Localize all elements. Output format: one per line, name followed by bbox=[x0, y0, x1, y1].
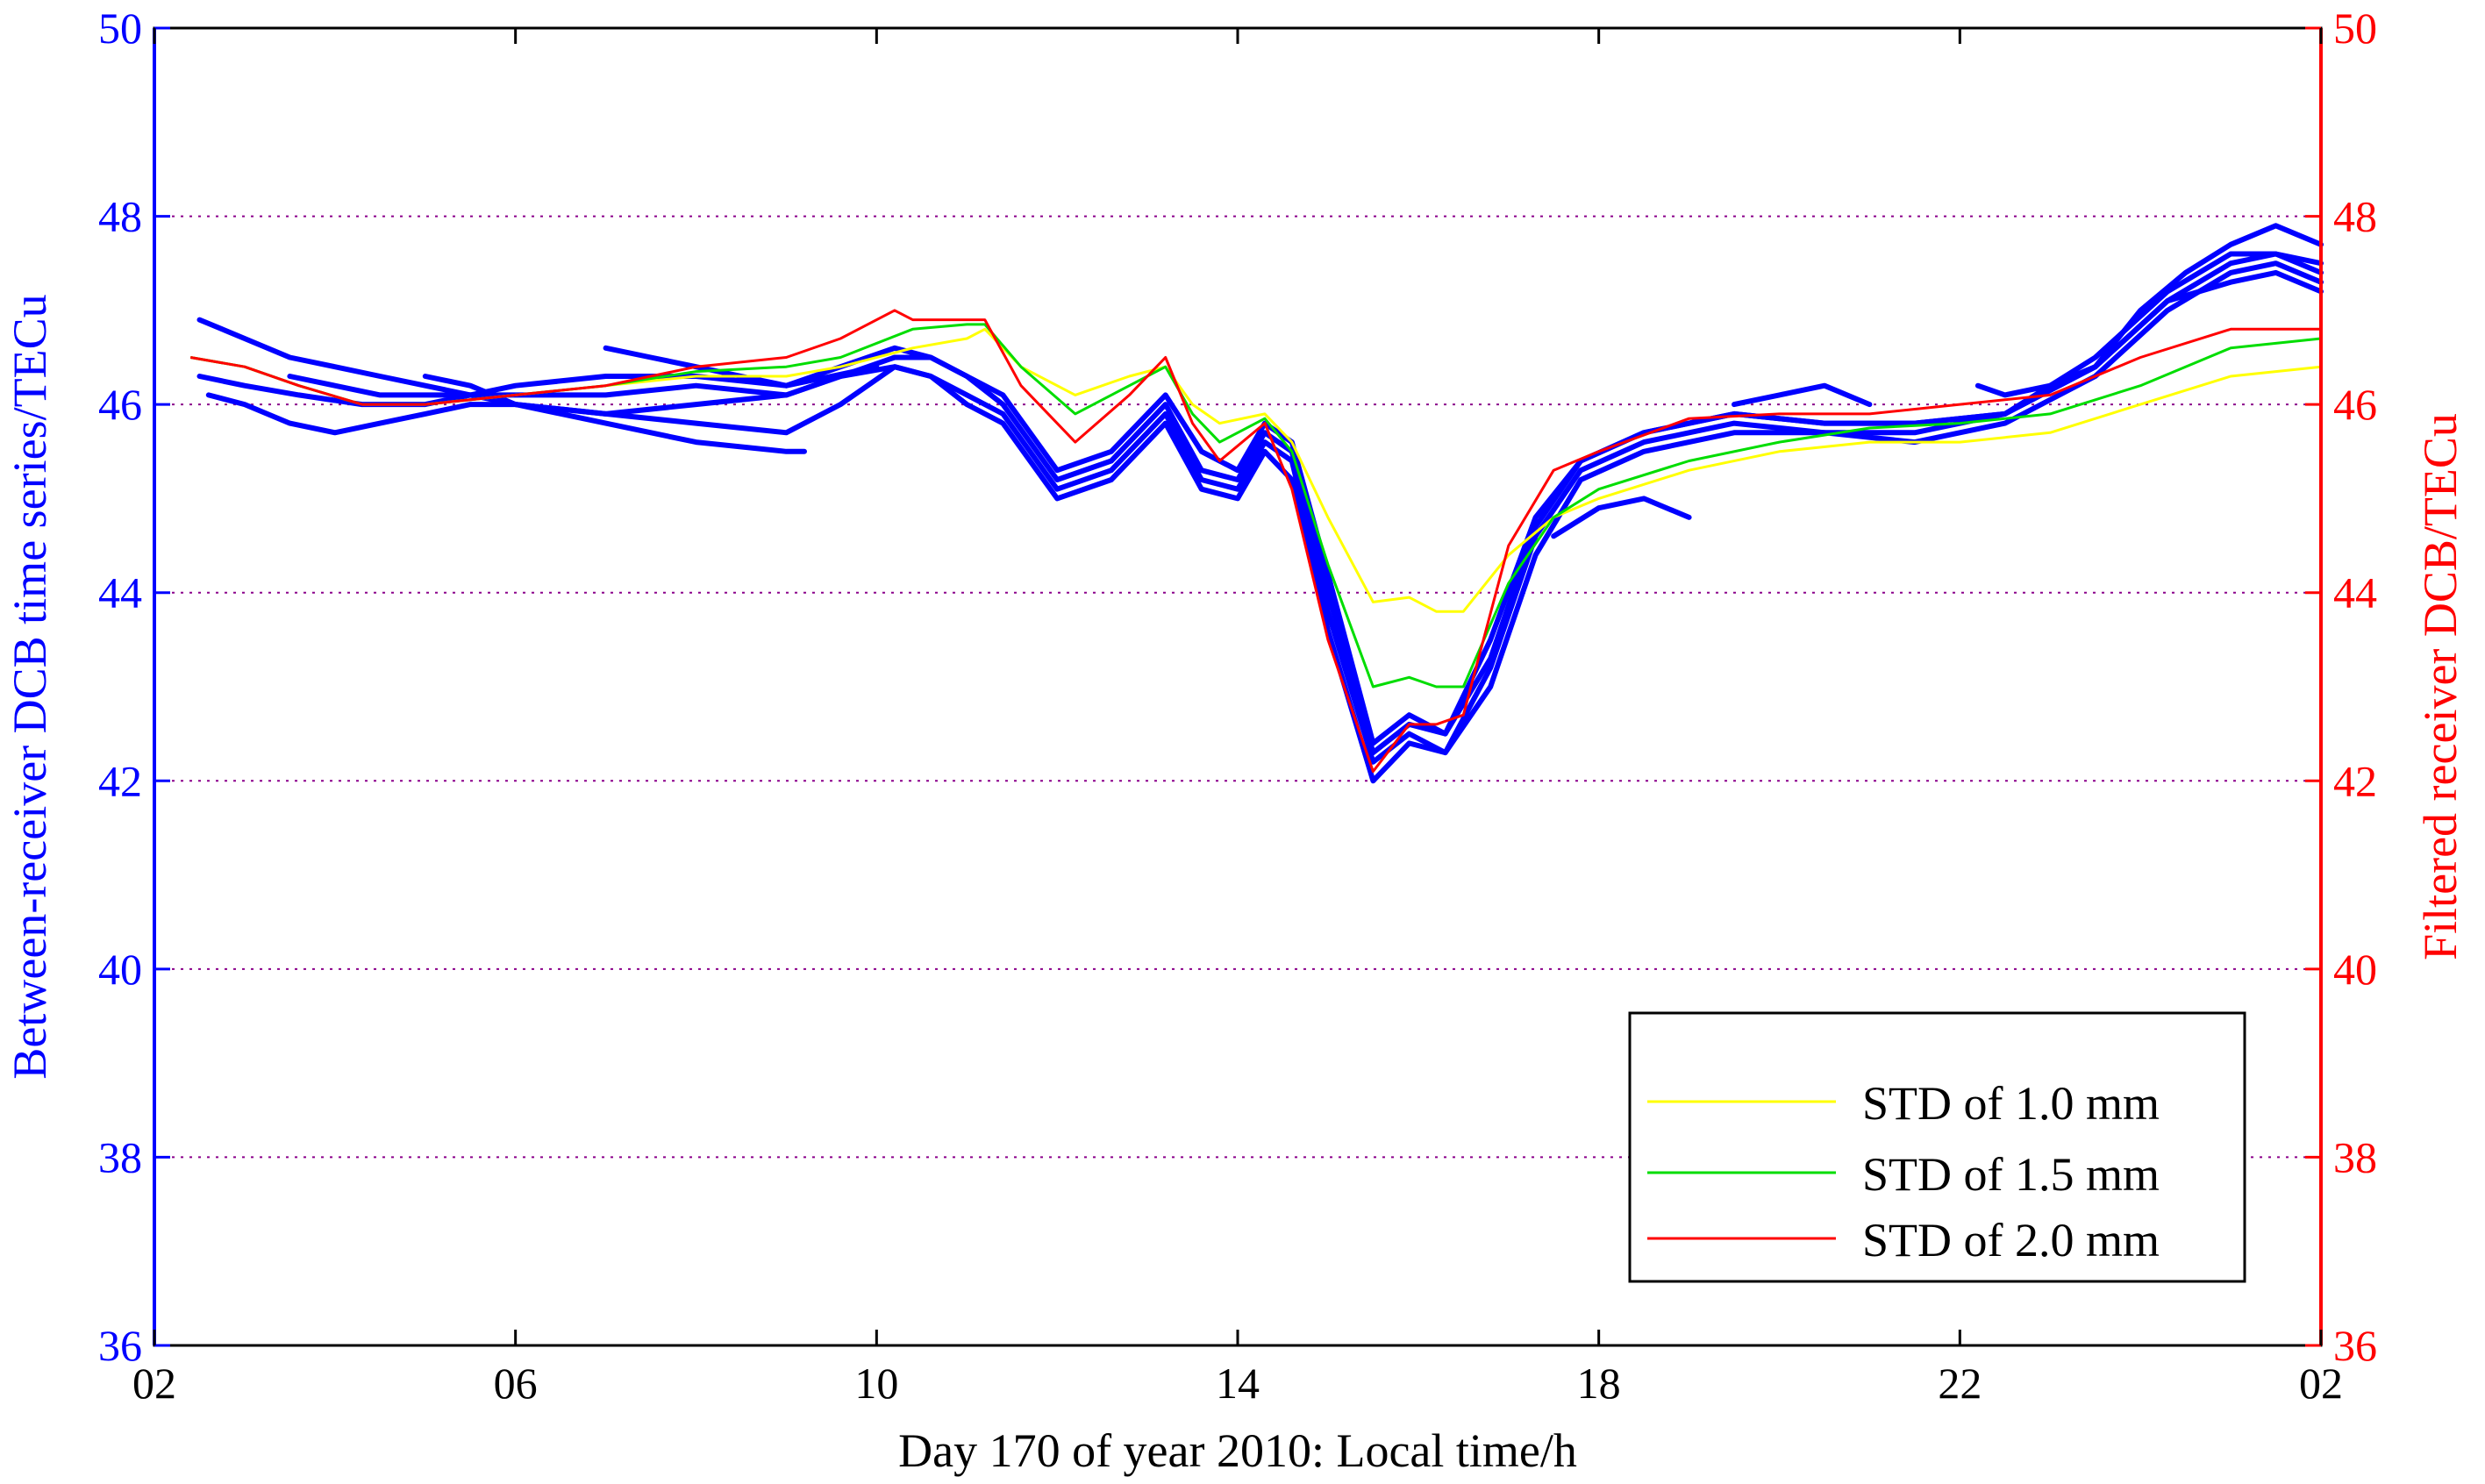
series-line-std-of-2-0-mm bbox=[189, 309, 2321, 774]
x-tick-label-3: 14 bbox=[1216, 1359, 1260, 1408]
raw-series-line-raw-7 bbox=[1551, 496, 1692, 539]
y-tick-label-left-36: 36 bbox=[98, 1321, 142, 1370]
raw-series-line-raw-4 bbox=[287, 251, 2324, 756]
axis-ticks: 36 36 38 38 40 40 42 42 44 44 46 46 48 48 50 50 02 06 10 14… bbox=[98, 4, 2377, 1408]
raw-series-line-raw-1 bbox=[196, 260, 2324, 765]
y-tick-label-right-44: 44 bbox=[2333, 568, 2377, 617]
x-tick-label-4: 18 bbox=[1577, 1359, 1621, 1408]
raw-series-line-raw-8 bbox=[1732, 382, 1873, 408]
raw-series-line-raw-9 bbox=[1974, 223, 2324, 398]
y-tick-label-right-36: 36 bbox=[2333, 1321, 2377, 1370]
x-tick-label-5: 22 bbox=[1938, 1359, 1982, 1408]
x-axis-label: Day 170 of year 2010: Local time/h bbox=[898, 1424, 1577, 1477]
y-tick-label-right-46: 46 bbox=[2333, 380, 2377, 429]
legend: STD of 1.0 mm STD of 1.5 mm STD of 2.0 m… bbox=[1628, 1011, 2246, 1283]
x-tick-label-1: 06 bbox=[494, 1359, 538, 1408]
y-tick-label-left-50: 50 bbox=[98, 4, 142, 53]
raw-series-line-raw-5 bbox=[422, 374, 807, 454]
legend-label-std-1-0: STD of 1.0 mm bbox=[1862, 1077, 2160, 1130]
y-tick-label-left-38: 38 bbox=[98, 1132, 142, 1181]
y-tick-label-right-40: 40 bbox=[2333, 945, 2377, 994]
y-tick-label-left-40: 40 bbox=[98, 945, 142, 994]
x-tick-label-6: 02 bbox=[2299, 1359, 2343, 1408]
x-tick-label-2: 10 bbox=[854, 1359, 898, 1408]
y-tick-label-left-44: 44 bbox=[98, 568, 142, 617]
y-axis-label-left: Between-receiver DCB time series/TECu bbox=[4, 294, 56, 1079]
raw-series-line-raw-3 bbox=[205, 269, 2324, 784]
y-tick-label-left-42: 42 bbox=[98, 756, 142, 805]
legend-label-std-2-0: STD of 2.0 mm bbox=[1862, 1214, 2160, 1266]
legend-box bbox=[1628, 1011, 2246, 1283]
legend-label-std-1-5: STD of 1.5 mm bbox=[1862, 1148, 2160, 1201]
y-tick-label-right-48: 48 bbox=[2333, 192, 2377, 241]
y-tick-label-right-42: 42 bbox=[2333, 756, 2377, 805]
y-tick-label-right-50: 50 bbox=[2333, 4, 2377, 53]
raw-series-line-raw-2 bbox=[196, 251, 2324, 746]
y-axis-label-right: Filtered receiver DCB/TECu bbox=[2414, 413, 2467, 960]
y-tick-label-left-46: 46 bbox=[98, 380, 142, 429]
filtered-series-group bbox=[189, 309, 2322, 774]
x-tick-label-0: 02 bbox=[132, 1359, 176, 1408]
y-tick-label-left-48: 48 bbox=[98, 192, 142, 241]
raw-series-group bbox=[196, 223, 2324, 784]
series-line-std-of-1-5-mm bbox=[189, 323, 2322, 688]
y-tick-label-right-38: 38 bbox=[2333, 1132, 2377, 1181]
